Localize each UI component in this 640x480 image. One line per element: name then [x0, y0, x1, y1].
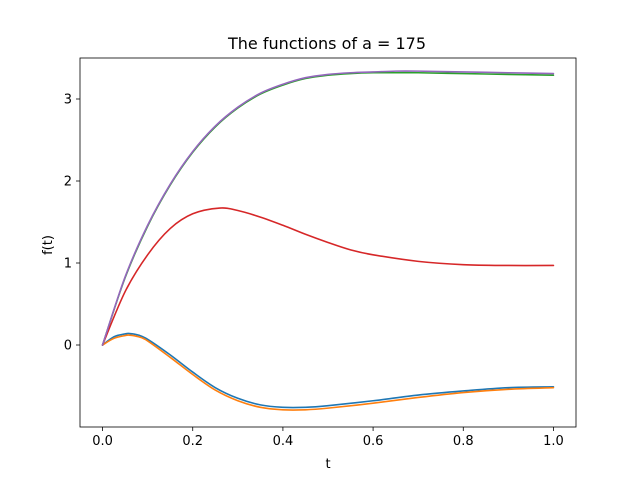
x-tick-label: 0.2: [182, 434, 203, 449]
y-tick-label: 1: [64, 257, 72, 272]
series-line-5: [101, 70, 555, 346]
y-tick-label: 0: [64, 339, 72, 354]
chart-title: The functions of a = 175: [227, 34, 426, 53]
x-tick-label: 0.0: [92, 434, 113, 449]
x-tick-label: 1.0: [543, 434, 564, 449]
y-tick-label: 2: [64, 175, 72, 190]
x-tick-label: 0.8: [453, 434, 474, 449]
series-line-3: [101, 71, 555, 346]
plot-area-frame: [79, 57, 577, 428]
x-tick-label: 0.6: [363, 434, 384, 449]
y-tick-label: 3: [64, 93, 72, 108]
series-line-2: [101, 334, 555, 411]
y-axis-label: f(t): [41, 235, 56, 255]
y-axis-ticks: 0 1 2 3: [64, 93, 80, 354]
series-line-1: [101, 332, 555, 409]
x-axis-ticks: 0.0 0.2 0.4 0.6 0.8 1.0: [92, 427, 564, 449]
x-axis-label: t: [325, 457, 330, 472]
series-layer: [101, 70, 555, 411]
series-line-4: [101, 207, 555, 346]
x-tick-label: 0.4: [273, 434, 294, 449]
